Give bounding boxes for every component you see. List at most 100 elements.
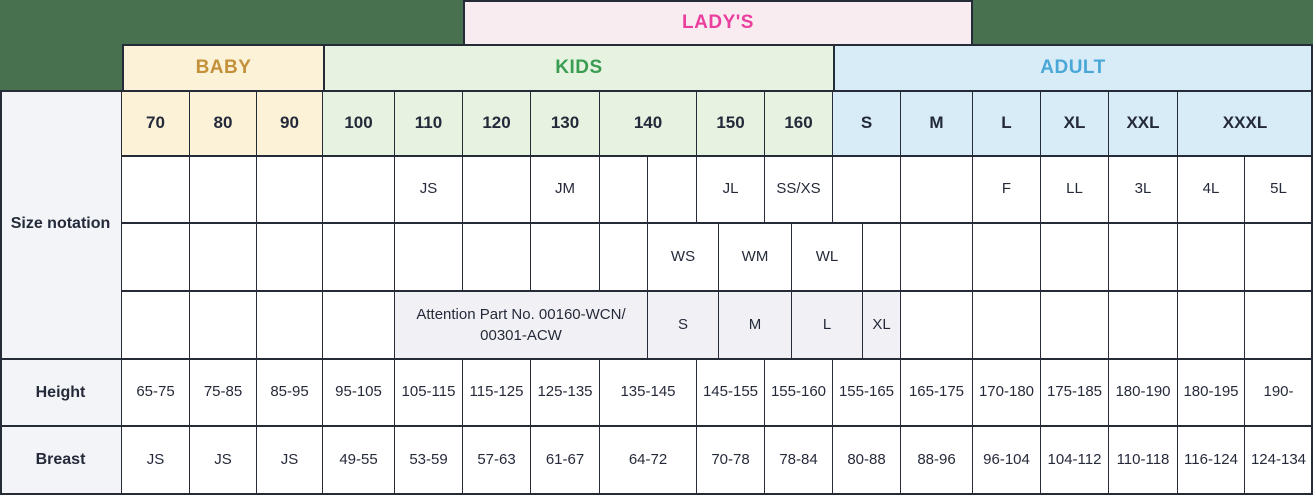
empty-cell — [257, 224, 323, 292]
col-header-xxl: XXL — [1109, 90, 1178, 157]
breast-cell: 124-134 — [1245, 427, 1313, 495]
row-label-breast: Breast — [0, 427, 122, 495]
attention-note: Attention Part No. 00160-WCN/ 00301-ACW — [395, 292, 648, 360]
notation-cell-s: S — [648, 292, 719, 360]
breast-cell: 53-59 — [395, 427, 463, 495]
empty-cell — [531, 224, 600, 292]
row-label-size-notation: Size notation — [0, 90, 122, 360]
empty-cell — [122, 224, 190, 292]
empty-cell — [463, 157, 531, 224]
empty-cell — [901, 157, 973, 224]
empty-cell — [323, 292, 395, 360]
col-header-s: S — [833, 90, 901, 157]
group-header-ladys: LADY'S — [463, 0, 973, 44]
height-cell: 125-135 — [531, 360, 600, 427]
empty-cell — [863, 224, 901, 292]
breast-cell: 78-84 — [765, 427, 833, 495]
height-cell: 180-195 — [1178, 360, 1245, 427]
notation-cell-l: L — [792, 292, 863, 360]
notation-cell-wm: WM — [719, 224, 792, 292]
empty-cell — [1245, 292, 1313, 360]
height-cell: 85-95 — [257, 360, 323, 427]
notation-cell-xl: XL — [863, 292, 901, 360]
empty-cell — [122, 157, 190, 224]
height-cell: 135-145 — [600, 360, 697, 427]
empty-cell — [600, 157, 648, 224]
height-cell: 105-115 — [395, 360, 463, 427]
col-header-xl: XL — [1041, 90, 1109, 157]
row-label-height: Height — [0, 360, 122, 427]
breast-cell: 110-118 — [1109, 427, 1178, 495]
empty-cell — [190, 224, 257, 292]
notation-cell-5l: 5L — [1245, 157, 1313, 224]
height-cell: 170-180 — [973, 360, 1041, 427]
empty-cell — [973, 224, 1041, 292]
empty-cell — [1245, 224, 1313, 292]
col-header-120: 120 — [463, 90, 531, 157]
empty-cell — [190, 157, 257, 224]
breast-cell: JS — [190, 427, 257, 495]
empty-cell — [1041, 224, 1109, 292]
height-cell: 175-185 — [1041, 360, 1109, 427]
breast-cell: 116-124 — [1178, 427, 1245, 495]
notation-cell-ws: WS — [648, 224, 719, 292]
notation-cell-4l: 4L — [1178, 157, 1245, 224]
notation-cell-js: JS — [395, 157, 463, 224]
empty-cell — [833, 157, 901, 224]
empty-cell — [1109, 224, 1178, 292]
group-header-baby: BABY — [122, 44, 323, 90]
breast-cell: 80-88 — [833, 427, 901, 495]
col-header-l: L — [973, 90, 1041, 157]
empty-cell — [1041, 292, 1109, 360]
empty-cell — [257, 157, 323, 224]
notation-cell-ll: LL — [1041, 157, 1109, 224]
notation-cell-ss-xs: SS/XS — [765, 157, 833, 224]
breast-cell: JS — [257, 427, 323, 495]
col-header-160: 160 — [765, 90, 833, 157]
col-header-110: 110 — [395, 90, 463, 157]
notation-cell-m: M — [719, 292, 792, 360]
col-header-150: 150 — [697, 90, 765, 157]
empty-cell — [323, 157, 395, 224]
height-cell: 180-190 — [1109, 360, 1178, 427]
empty-cell — [973, 292, 1041, 360]
breast-cell: 70-78 — [697, 427, 765, 495]
breast-cell: 64-72 — [600, 427, 697, 495]
empty-cell — [463, 224, 531, 292]
height-cell: 190- — [1245, 360, 1313, 427]
breast-cell: 57-63 — [463, 427, 531, 495]
empty-cell — [323, 224, 395, 292]
col-header-80: 80 — [190, 90, 257, 157]
height-cell: 75-85 — [190, 360, 257, 427]
group-header-adult: ADULT — [833, 44, 1313, 90]
breast-cell: 49-55 — [323, 427, 395, 495]
empty-cell — [648, 157, 697, 224]
height-cell: 155-165 — [833, 360, 901, 427]
col-header-140: 140 — [600, 90, 697, 157]
empty-cell — [901, 224, 973, 292]
breast-cell: 61-67 — [531, 427, 600, 495]
empty-cell — [395, 224, 463, 292]
breast-cell: 104-112 — [1041, 427, 1109, 495]
empty-cell — [600, 224, 648, 292]
notation-cell-jm: JM — [531, 157, 600, 224]
height-cell: 145-155 — [697, 360, 765, 427]
notation-cell-wl: WL — [792, 224, 863, 292]
notation-cell-jl: JL — [697, 157, 765, 224]
breast-cell: JS — [122, 427, 190, 495]
col-header-xxxl: XXXL — [1178, 90, 1313, 157]
height-cell: 155-160 — [765, 360, 833, 427]
empty-cell — [1178, 224, 1245, 292]
notation-cell-f: F — [973, 157, 1041, 224]
col-header-130: 130 — [531, 90, 600, 157]
col-header-m: M — [901, 90, 973, 157]
height-cell: 165-175 — [901, 360, 973, 427]
col-header-90: 90 — [257, 90, 323, 157]
height-cell: 65-75 — [122, 360, 190, 427]
empty-cell — [122, 292, 190, 360]
empty-cell — [257, 292, 323, 360]
col-header-100: 100 — [323, 90, 395, 157]
empty-cell — [1109, 292, 1178, 360]
